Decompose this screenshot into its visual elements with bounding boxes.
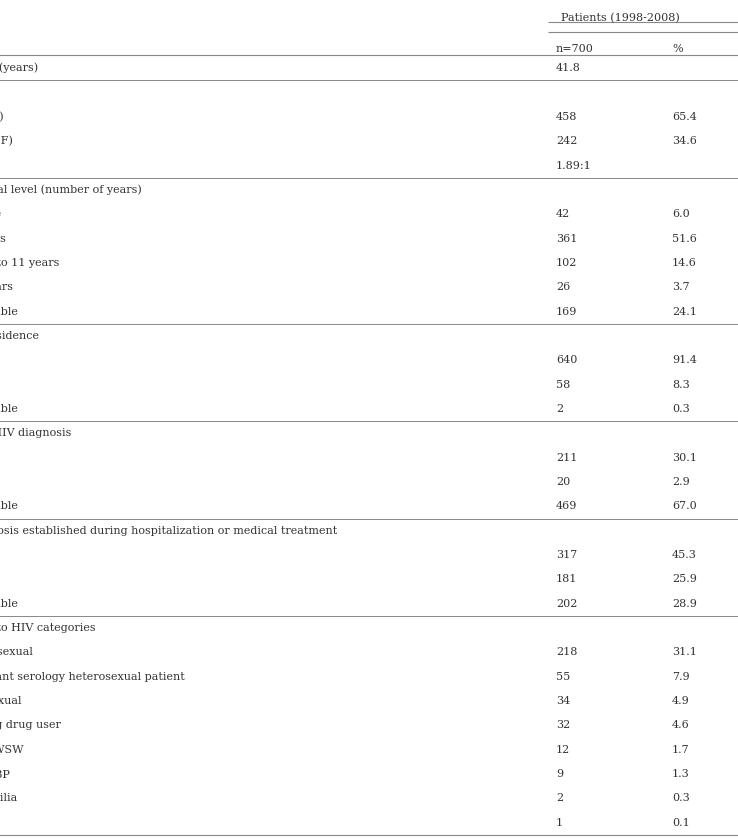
Text: 51.6: 51.6 bbox=[672, 234, 697, 244]
Text: MSM - WSW: MSM - WSW bbox=[0, 745, 24, 755]
Text: 2: 2 bbox=[556, 794, 563, 804]
Text: Patients (1998-2008): Patients (1998-2008) bbox=[561, 13, 680, 24]
Text: 469: 469 bbox=[556, 501, 577, 512]
Text: n=700: n=700 bbox=[556, 44, 594, 54]
Text: 211: 211 bbox=[556, 453, 577, 463]
Text: 67.0: 67.0 bbox=[672, 501, 697, 512]
Text: 4.6: 4.6 bbox=[672, 721, 690, 731]
Text: 2.9: 2.9 bbox=[672, 477, 690, 487]
Text: From 9 to 11 years: From 9 to 11 years bbox=[0, 258, 59, 268]
Text: 45.3: 45.3 bbox=[672, 550, 697, 560]
Text: Male (M): Male (M) bbox=[0, 112, 4, 122]
Text: Area of residence: Area of residence bbox=[0, 331, 39, 341]
Text: 361: 361 bbox=[556, 234, 577, 244]
Text: 24.1: 24.1 bbox=[672, 307, 697, 317]
Text: 6.0: 6.0 bbox=[672, 209, 690, 219]
Text: HTLV/TBP: HTLV/TBP bbox=[0, 769, 10, 780]
Text: Female (F): Female (F) bbox=[0, 136, 13, 146]
Text: 218: 218 bbox=[556, 648, 577, 658]
Text: > 11 years: > 11 years bbox=[0, 282, 13, 292]
Text: 20: 20 bbox=[556, 477, 570, 487]
Text: 65.4: 65.4 bbox=[672, 112, 697, 122]
Text: 458: 458 bbox=[556, 112, 577, 122]
Text: Homosexual: Homosexual bbox=[0, 696, 21, 706]
Text: 12: 12 bbox=[556, 745, 570, 755]
Text: Injecting drug user: Injecting drug user bbox=[0, 721, 61, 731]
Text: Educational level (number of years): Educational level (number of years) bbox=[0, 185, 142, 195]
Text: Illiterate: Illiterate bbox=[0, 209, 1, 219]
Text: 9: 9 bbox=[556, 769, 563, 780]
Text: 34: 34 bbox=[556, 696, 570, 706]
Text: 14.6: 14.6 bbox=[672, 258, 697, 268]
Text: 26: 26 bbox=[556, 282, 570, 292]
Text: 31.1: 31.1 bbox=[672, 648, 697, 658]
Text: 34.6: 34.6 bbox=[672, 136, 697, 146]
Text: < 8 years: < 8 years bbox=[0, 234, 6, 244]
Text: 55: 55 bbox=[556, 672, 570, 682]
Text: Unavailable: Unavailable bbox=[0, 307, 19, 317]
Text: 30.1: 30.1 bbox=[672, 453, 697, 463]
Text: 3.7: 3.7 bbox=[672, 282, 689, 292]
Text: 28.9: 28.9 bbox=[672, 599, 697, 609]
Text: 32: 32 bbox=[556, 721, 570, 731]
Text: 58: 58 bbox=[556, 380, 570, 390]
Text: 0.3: 0.3 bbox=[672, 404, 690, 414]
Text: 41.8: 41.8 bbox=[556, 63, 581, 73]
Text: Exposure to HIV categories: Exposure to HIV categories bbox=[0, 623, 96, 633]
Text: %: % bbox=[672, 44, 683, 54]
Text: 42: 42 bbox=[556, 209, 570, 219]
Text: 181: 181 bbox=[556, 575, 577, 585]
Text: 317: 317 bbox=[556, 550, 577, 560]
Text: Unavailable: Unavailable bbox=[0, 404, 19, 414]
Text: 102: 102 bbox=[556, 258, 577, 268]
Text: 8.3: 8.3 bbox=[672, 380, 690, 390]
Text: Unavailable: Unavailable bbox=[0, 501, 19, 512]
Text: 91.4: 91.4 bbox=[672, 355, 697, 365]
Text: 242: 242 bbox=[556, 136, 577, 146]
Text: Discordant serology heterosexual patient: Discordant serology heterosexual patient bbox=[0, 672, 184, 682]
Text: 0.3: 0.3 bbox=[672, 794, 690, 804]
Text: 0.1: 0.1 bbox=[672, 818, 690, 828]
Text: Mean age (years): Mean age (years) bbox=[0, 63, 38, 73]
Text: Heterossexual: Heterossexual bbox=[0, 648, 33, 658]
Text: 7.9: 7.9 bbox=[672, 672, 689, 682]
Text: HIV diagnosis established during hospitalization or medical treatment: HIV diagnosis established during hospita… bbox=[0, 526, 337, 536]
Text: 4.9: 4.9 bbox=[672, 696, 690, 706]
Text: 202: 202 bbox=[556, 599, 577, 609]
Text: Hemophilia: Hemophilia bbox=[0, 794, 17, 804]
Text: 640: 640 bbox=[556, 355, 577, 365]
Text: 169: 169 bbox=[556, 307, 577, 317]
Text: 1.7: 1.7 bbox=[672, 745, 689, 755]
Text: Unavailable: Unavailable bbox=[0, 599, 19, 609]
Text: 1: 1 bbox=[556, 818, 563, 828]
Text: Previous HIV diagnosis: Previous HIV diagnosis bbox=[0, 428, 72, 438]
Text: 2: 2 bbox=[556, 404, 563, 414]
Text: 25.9: 25.9 bbox=[672, 575, 697, 585]
Text: 1.3: 1.3 bbox=[672, 769, 690, 780]
Text: 1.89:1: 1.89:1 bbox=[556, 160, 592, 171]
